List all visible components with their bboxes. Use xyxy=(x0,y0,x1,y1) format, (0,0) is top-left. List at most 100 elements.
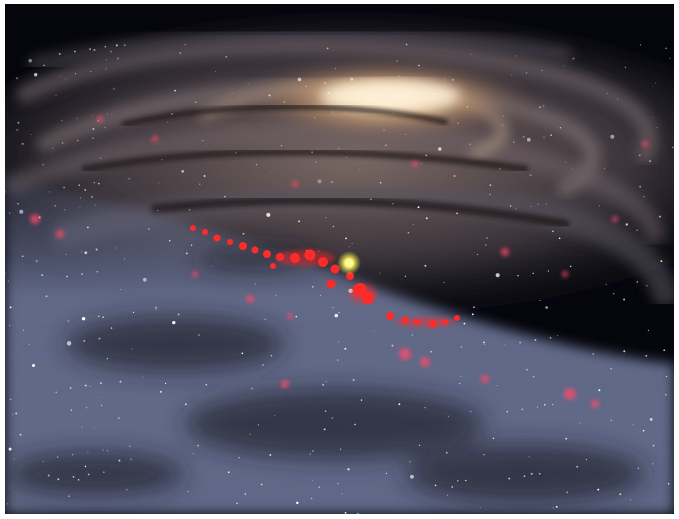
star xyxy=(623,298,626,301)
star xyxy=(113,88,115,90)
star xyxy=(174,89,176,92)
star xyxy=(102,471,105,474)
star xyxy=(652,116,654,119)
star xyxy=(623,350,626,353)
star xyxy=(331,417,333,419)
star xyxy=(451,486,454,488)
star xyxy=(425,217,428,220)
star xyxy=(296,501,299,505)
star xyxy=(434,484,437,487)
star xyxy=(79,197,82,199)
star xyxy=(425,154,428,157)
star xyxy=(79,206,81,208)
star xyxy=(374,330,375,332)
star xyxy=(502,115,505,117)
star xyxy=(396,60,398,62)
star xyxy=(545,306,548,309)
star xyxy=(248,83,250,85)
star xyxy=(529,174,532,177)
star xyxy=(536,406,539,408)
star xyxy=(433,93,436,96)
star xyxy=(636,281,638,283)
star xyxy=(72,454,74,456)
star xyxy=(179,52,182,54)
star xyxy=(323,428,326,431)
star xyxy=(161,159,163,161)
star xyxy=(526,72,528,74)
star xyxy=(317,179,322,184)
distant-nebulae xyxy=(30,116,648,408)
star xyxy=(351,242,353,244)
star xyxy=(84,189,87,191)
star xyxy=(337,359,339,361)
star xyxy=(610,419,612,422)
star xyxy=(21,255,24,258)
star xyxy=(499,167,501,170)
star xyxy=(358,168,360,170)
star xyxy=(663,349,666,352)
star xyxy=(539,299,541,302)
star xyxy=(398,75,400,77)
star xyxy=(549,336,552,339)
star xyxy=(117,57,119,60)
star xyxy=(81,273,83,275)
star xyxy=(526,368,528,371)
star xyxy=(379,181,382,184)
star xyxy=(119,380,122,383)
star xyxy=(328,92,330,94)
star xyxy=(105,68,107,70)
star xyxy=(283,101,286,103)
star xyxy=(128,178,130,180)
star xyxy=(405,43,408,46)
star xyxy=(106,357,109,360)
star xyxy=(231,92,233,94)
star xyxy=(341,493,343,495)
star xyxy=(51,147,54,149)
star xyxy=(660,260,663,263)
galactic-bulge xyxy=(320,80,460,112)
star xyxy=(473,306,475,309)
star xyxy=(526,137,531,142)
galaxy-image-frame xyxy=(5,4,674,514)
star xyxy=(84,465,87,468)
star xyxy=(47,474,50,477)
star xyxy=(28,58,32,63)
star xyxy=(541,70,543,72)
star xyxy=(456,479,459,482)
star xyxy=(16,128,19,131)
star xyxy=(238,457,240,459)
star xyxy=(98,315,100,317)
star xyxy=(483,343,486,346)
star xyxy=(262,364,264,366)
star xyxy=(510,205,512,207)
star xyxy=(519,341,522,344)
star xyxy=(15,77,18,80)
star xyxy=(352,379,355,381)
star xyxy=(470,411,472,413)
star xyxy=(337,147,340,150)
star xyxy=(98,396,99,398)
star xyxy=(110,327,113,329)
star xyxy=(312,450,314,452)
star xyxy=(168,239,171,242)
star xyxy=(95,248,98,251)
star xyxy=(665,47,667,50)
star xyxy=(298,220,301,223)
star xyxy=(280,145,282,147)
star xyxy=(337,483,339,485)
star xyxy=(547,270,550,272)
star xyxy=(5,191,7,193)
star xyxy=(658,215,661,218)
star xyxy=(385,472,387,474)
star xyxy=(309,453,311,455)
star xyxy=(371,99,373,101)
star xyxy=(305,85,307,88)
star xyxy=(443,282,445,284)
star xyxy=(637,467,640,470)
foreground-star-field xyxy=(5,179,674,514)
star xyxy=(315,161,317,163)
star xyxy=(72,476,75,478)
star xyxy=(189,209,191,211)
star xyxy=(172,320,176,325)
star xyxy=(405,134,407,136)
